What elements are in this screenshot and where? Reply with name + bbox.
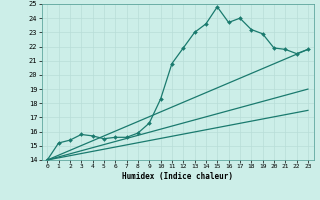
X-axis label: Humidex (Indice chaleur): Humidex (Indice chaleur) <box>122 172 233 181</box>
